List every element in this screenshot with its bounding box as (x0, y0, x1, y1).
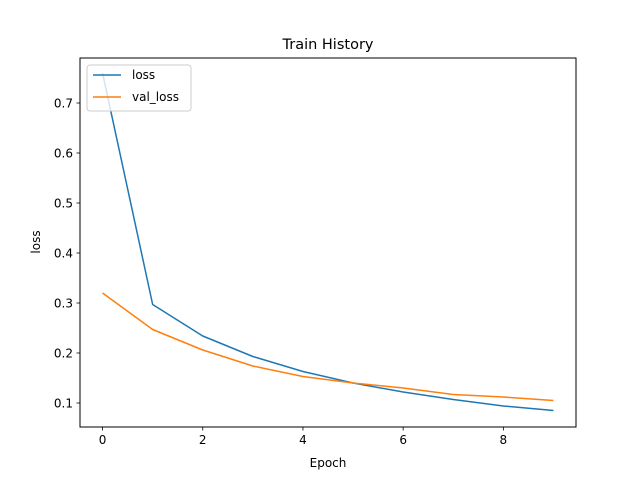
chart-title: Train History (282, 37, 374, 53)
y-axis: 0.1 0.2 0.3 0.4 0.5 0.6 0.7 (54, 97, 80, 411)
x-axis-label: Epoch (310, 456, 347, 470)
plot-area (79, 57, 577, 428)
legend: loss val_loss (86, 64, 192, 112)
x-tick-label: 8 (500, 433, 508, 447)
y-tick-label: 0.6 (54, 147, 73, 161)
x-tick-label: 6 (399, 433, 407, 447)
series-line-loss (101, 72, 554, 412)
y-tick-label: 0.4 (54, 247, 73, 261)
x-tick-label: 0 (99, 433, 107, 447)
y-tick-label: 0.3 (54, 297, 73, 311)
x-tick-label: 2 (199, 433, 207, 447)
y-tick-label: 0.1 (54, 397, 73, 411)
legend-label-loss: loss (132, 68, 155, 82)
series-line-val-loss (102, 292, 554, 402)
x-tick-label: 4 (299, 433, 307, 447)
legend-frame (86, 64, 192, 112)
y-tick-label: 0.7 (54, 97, 73, 111)
legend-label-val-loss: val_loss (132, 90, 179, 104)
series-layer (101, 72, 554, 412)
x-axis: 0 2 4 6 8 (99, 427, 507, 447)
y-axis-label: loss (29, 230, 43, 253)
y-tick-label: 0.2 (54, 347, 73, 361)
axes-frame (79, 57, 577, 428)
y-tick-label: 0.5 (54, 197, 73, 211)
